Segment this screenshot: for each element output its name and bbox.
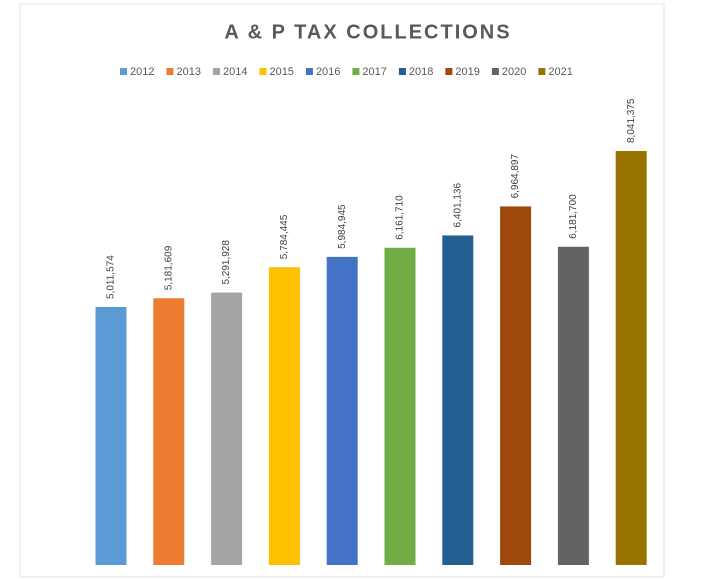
legend-label: 2017 bbox=[362, 66, 386, 78]
chart-title: A & P TAX COLLECTIONS bbox=[224, 21, 511, 43]
legend-label: 2021 bbox=[548, 66, 572, 78]
bar bbox=[95, 306, 127, 565]
bar bbox=[268, 267, 300, 565]
legend-swatch bbox=[166, 68, 174, 75]
bar bbox=[442, 235, 474, 566]
value-label: 5,291,928 bbox=[221, 240, 232, 285]
value-label: 5,784,445 bbox=[279, 214, 290, 259]
legend-label: 2014 bbox=[223, 66, 247, 78]
legend-label: 2020 bbox=[502, 66, 526, 78]
legend-swatch bbox=[398, 68, 406, 75]
legend-swatch bbox=[538, 68, 546, 75]
bar bbox=[211, 292, 243, 565]
value-label: 5,181,609 bbox=[163, 245, 174, 290]
bar bbox=[615, 151, 647, 565]
legend-label: 2019 bbox=[455, 66, 479, 78]
value-label: 8,041,375 bbox=[626, 98, 637, 143]
legend-label: 2016 bbox=[316, 66, 340, 78]
legend-label: 2015 bbox=[269, 66, 293, 78]
value-label: 6,964,897 bbox=[510, 153, 521, 198]
legend-swatch bbox=[445, 68, 453, 75]
legend-label: 2018 bbox=[409, 66, 433, 78]
bar bbox=[326, 256, 358, 565]
legend-swatch bbox=[305, 68, 313, 75]
legend-label: 2013 bbox=[176, 66, 200, 78]
bar bbox=[500, 206, 532, 565]
legend-label: 2012 bbox=[130, 66, 154, 78]
legend-swatch bbox=[491, 68, 499, 75]
legend-swatch bbox=[352, 68, 360, 75]
value-label: 5,984,945 bbox=[337, 204, 348, 249]
bar bbox=[384, 247, 416, 566]
legend-swatch bbox=[259, 68, 267, 75]
bar bbox=[153, 298, 185, 565]
value-label: 6,161,710 bbox=[395, 195, 406, 240]
value-label: 6,181,700 bbox=[568, 194, 579, 239]
value-label: 5,011,574 bbox=[106, 255, 117, 299]
value-label: 6,401,136 bbox=[452, 183, 463, 228]
legend-swatch bbox=[120, 68, 127, 75]
legend-swatch bbox=[212, 68, 220, 75]
bar bbox=[557, 246, 589, 565]
